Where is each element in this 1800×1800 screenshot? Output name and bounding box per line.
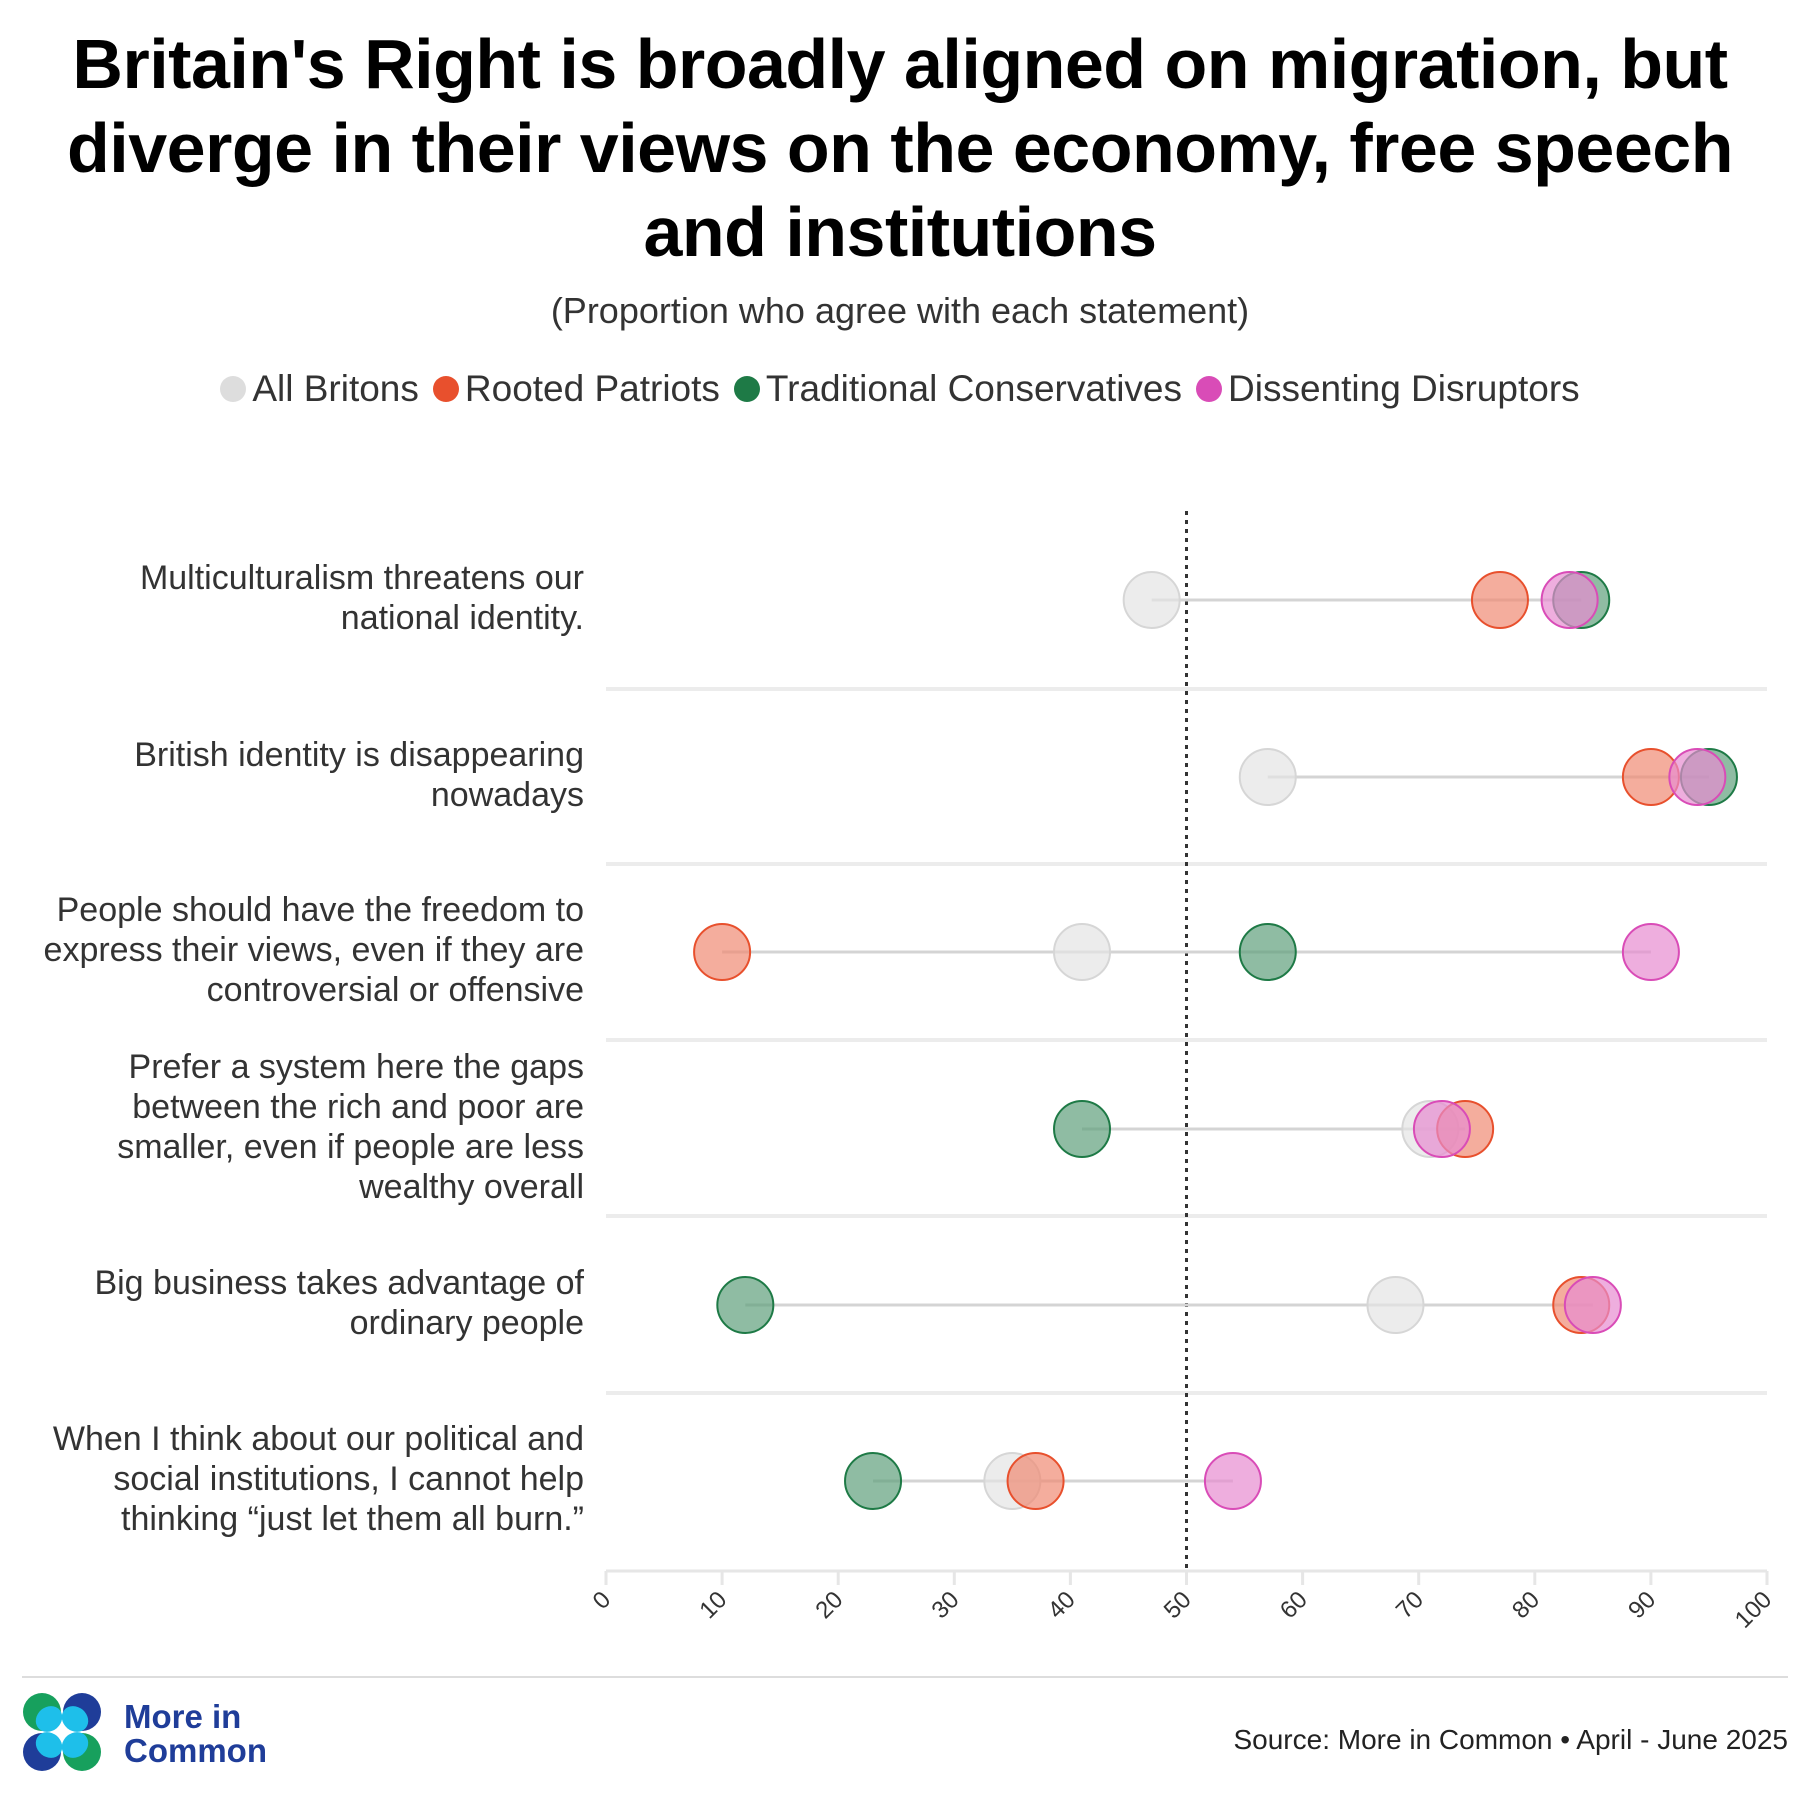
dot-dissenting-disruptors [1621,923,1680,981]
x-tick-label: 10 [694,1586,732,1624]
x-tick-label: 60 [1275,1586,1313,1624]
row-label: British identity is disappearing nowaday… [134,736,584,814]
chart-title: Britain's Right is broadly aligned on mi… [67,25,1733,271]
x-tick-label: 100 [1730,1586,1777,1633]
dot-dissenting-disruptors [1203,1452,1262,1510]
legend-label: All Britons [252,368,419,409]
dot-traditional-conservatives [716,1276,775,1334]
dot-dissenting-disruptors [1540,571,1599,629]
dot-dissenting-disruptors [1668,748,1727,806]
logo-text: More in Common [124,1700,267,1768]
x-tick-label: 30 [927,1586,965,1624]
dot-dissenting-disruptors [1412,1100,1471,1158]
chart-subtitle: (Proportion who agree with each statemen… [550,290,1250,331]
legend-label: Traditional Conservatives [765,368,1183,409]
row-label: Multiculturalism threatens our national … [139,559,584,637]
legend-label: Dissenting Disruptors [1228,368,1580,409]
legend-item-traditional-conservatives: Traditional Conservatives [733,368,1183,410]
dot-traditional-conservatives [1053,1100,1112,1158]
row-label: Prefer a system here the gaps between th… [117,1048,584,1206]
x-tick-label: 50 [1159,1586,1197,1624]
source-note: Source: More in Common • April - June 20… [1233,1724,1788,1755]
x-tick-label: 40 [1043,1586,1081,1624]
dot-traditional-conservatives [844,1452,903,1510]
dot-all-britons [1238,748,1297,806]
x-tick-label: 90 [1623,1586,1661,1624]
x-tick-label: 70 [1391,1586,1429,1624]
dot-dissenting-disruptors [1563,1276,1622,1334]
dot-all-britons [1053,923,1112,981]
dot-all-britons [1122,571,1181,629]
x-tick-label: 0 [588,1586,617,1615]
legend-item-all-britons: All Britons [220,368,419,410]
logo-text-line1: More in [124,1698,242,1735]
logo-text-line2: Common [124,1732,267,1769]
dot-all-britons [1366,1276,1425,1334]
more-in-common-logo-icon [23,1693,101,1771]
dot-rooted-patriots [693,923,752,981]
x-tick-label: 20 [810,1586,848,1624]
legend-swatch [733,376,760,402]
legend-swatch [1196,376,1223,402]
legend: All Britons Rooted Patriots Traditional … [0,368,1800,410]
row-label: Big business takes advantage of ordinary… [94,1264,584,1342]
legend-item-dissenting-disruptors: Dissenting Disruptors [1196,368,1580,410]
legend-label: Rooted Patriots [464,368,720,409]
legend-item-rooted-patriots: Rooted Patriots [432,368,720,410]
footer-divider [22,1676,1788,1678]
dot-rooted-patriots [1470,571,1529,629]
dot-rooted-patriots [1006,1452,1065,1510]
dot-traditional-conservatives [1238,923,1297,981]
legend-swatch [220,376,247,402]
legend-swatch [432,376,459,402]
row-label: When I think about our political and soc… [52,1420,584,1538]
row-label: People should have the freedom to expres… [43,891,584,1009]
x-tick-label: 80 [1507,1586,1545,1624]
